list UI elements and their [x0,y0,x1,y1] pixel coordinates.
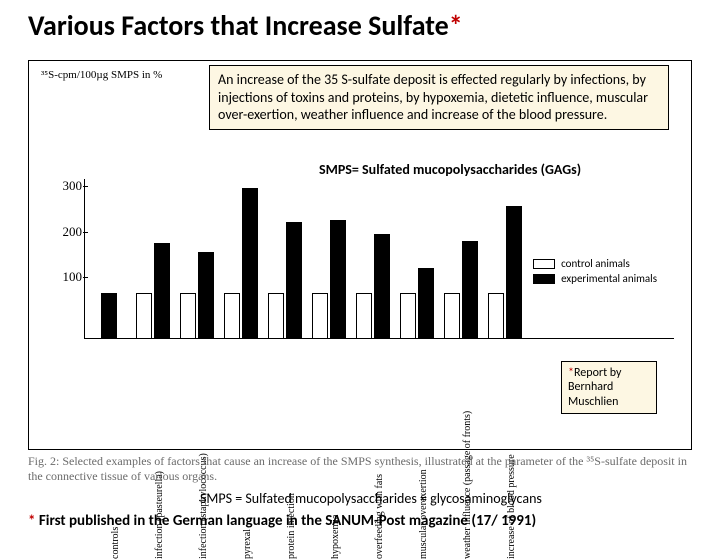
bar-experimental [198,252,214,339]
footnote: * First published in the German language… [28,512,536,530]
bar-control [312,293,328,339]
bar-experimental [462,241,478,339]
chart-frame: ³⁵S-cpm/100µg SMPS in % An increase of t… [28,60,692,450]
smps-definition: SMPS= Sulfated mucopolysaccharides (GAGs… [319,161,581,178]
bar-control [180,293,196,339]
title-asterisk: * [449,8,463,43]
legend-control: control animals [533,257,657,270]
title-text: Various Factors that Increase Sulfate [28,8,449,43]
bar-control [136,293,152,339]
bar-control [444,293,460,339]
bar-experimental [154,243,170,339]
bar-control [488,293,504,339]
bar-experimental [506,206,522,339]
y-axis-label: ³⁵S-cpm/100µg SMPS in % [41,69,162,81]
figure-caption: Fig. 2: Selected examples of factors tha… [28,454,692,484]
swatch-experimental [533,274,555,284]
bar-control [224,293,240,339]
bar-experimental [286,222,302,339]
report-box: *Report by Bernhard Muschlien [561,361,657,414]
bar-control [268,293,284,339]
legend: control animals experimental animals [533,255,657,287]
description-box: An increase of the 35 S-sulfate deposit … [209,65,669,130]
y-axis [84,179,85,339]
smps-equation: SMPS = Sulfated mucopolysaccharides = gl… [200,490,542,507]
bar-control [356,293,372,339]
y-tick: 100 [52,269,82,285]
page-title: Various Factors that Increase Sulfate* [0,0,720,45]
bar-experimental [330,220,346,339]
report-text: Report by Bernhard Muschlien [568,366,622,409]
footnote-text: First published in the German language i… [35,512,536,530]
bar-control-only [101,293,117,339]
bar-experimental [242,188,258,339]
bar-experimental [418,268,434,339]
y-tick: 300 [52,178,82,194]
swatch-control [533,259,555,269]
legend-experimental: experimental animals [533,272,657,285]
y-tick: 200 [52,224,82,240]
bar-experimental [374,234,390,339]
bar-control [400,293,416,339]
